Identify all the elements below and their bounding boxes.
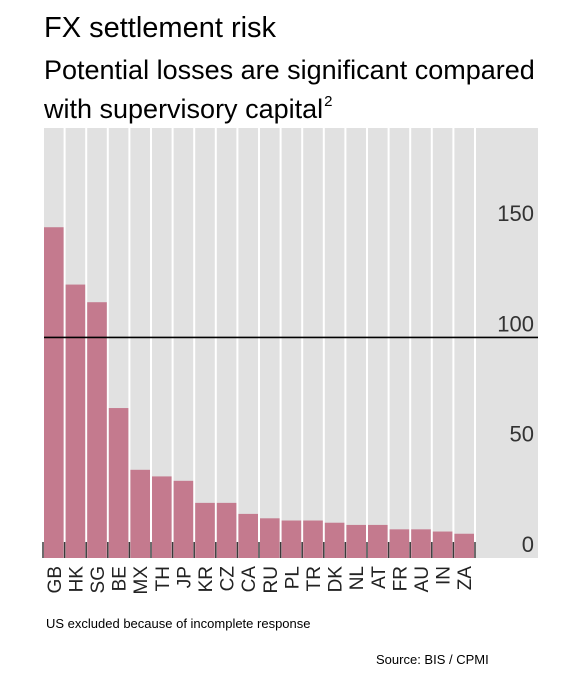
subtitle-footnote-marker: 2: [324, 93, 333, 110]
chart-title: FX settlement risk: [44, 12, 277, 44]
x-tick-label-sg: SG: [88, 566, 109, 593]
y-tick-label: 100: [497, 311, 534, 336]
bar-cz: [216, 502, 237, 558]
x-tick-label-kr: KR: [196, 566, 217, 592]
x-tick-label-be: BE: [110, 566, 131, 591]
bar-tr: [303, 520, 323, 558]
bar-pl: [281, 520, 302, 558]
chart-subtitle-text: Potential losses are significant compare…: [44, 55, 535, 124]
bar-th: [152, 476, 172, 558]
x-tick-label-at: AT: [369, 566, 390, 589]
bar-ru: [260, 518, 280, 558]
x-tick-label-fr: FR: [390, 566, 411, 591]
bar-in: [432, 531, 453, 558]
x-tick-label-jp: JP: [174, 566, 195, 588]
bar-ca: [238, 513, 258, 558]
bar-kr: [195, 502, 215, 558]
bar-hk: [65, 284, 86, 558]
x-tick-label-pl: PL: [282, 566, 303, 589]
y-tick-label: 50: [510, 422, 534, 447]
x-tick-label-ru: RU: [261, 566, 282, 593]
bar-gb: [44, 227, 64, 558]
chart-footnote: US excluded because of incomplete respon…: [46, 616, 311, 631]
x-tick-label-cz: CZ: [218, 566, 239, 592]
bar-nl: [346, 524, 366, 558]
x-tick-label-in: IN: [434, 566, 455, 585]
x-tick-label-dk: DK: [326, 566, 347, 593]
x-tick-label-au: AU: [412, 566, 433, 592]
bar-mx: [130, 469, 150, 558]
y-tick-label: 0: [522, 532, 534, 557]
x-tick-label-th: TH: [153, 566, 174, 591]
bar-be: [108, 408, 129, 558]
chart-source: Source: BIS / CPMI: [376, 652, 489, 667]
y-tick-label: 150: [497, 201, 534, 226]
x-tick-label-gb: GB: [45, 566, 66, 593]
bar-sg: [87, 302, 107, 558]
bar-at: [368, 524, 388, 558]
x-tick-label-tr: TR: [304, 566, 325, 591]
bar-jp: [173, 480, 194, 558]
chart-subtitle: Potential losses are significant compare…: [44, 54, 554, 125]
x-tick-label-nl: NL: [347, 566, 368, 590]
x-tick-label-hk: HK: [66, 566, 87, 593]
x-tick-label-ca: CA: [239, 566, 260, 593]
x-tick-label-mx: MX: [131, 566, 152, 595]
bar-za: [454, 533, 474, 558]
bar-fr: [389, 529, 410, 558]
bar-dk: [324, 522, 345, 558]
x-tick-label-za: ZA: [455, 566, 476, 591]
bar-au: [411, 529, 431, 558]
